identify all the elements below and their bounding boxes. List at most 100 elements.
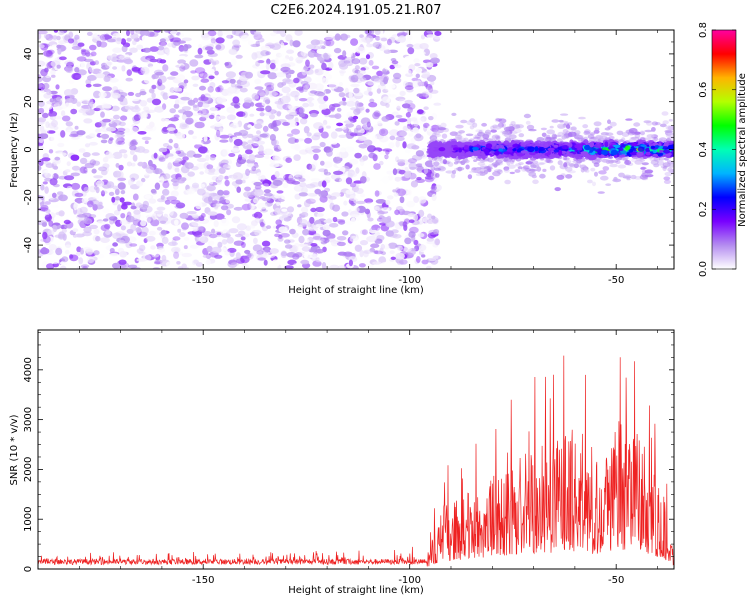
heatmap-noise-cell bbox=[307, 193, 318, 197]
heatmap-noise-cell bbox=[136, 44, 144, 50]
heatmap-noise-cell bbox=[292, 263, 299, 269]
heatmap-noise-cell bbox=[96, 40, 102, 48]
heatmap-noise-cell bbox=[434, 238, 441, 246]
heatmap-noise-cell bbox=[183, 245, 188, 250]
heatmap-noise-cell bbox=[413, 196, 419, 203]
heatmap-halo-cell bbox=[539, 162, 546, 165]
heatmap-noise-cell bbox=[266, 58, 271, 65]
heatmap-noise-cell bbox=[298, 98, 308, 102]
heatmap-noise-cell bbox=[402, 125, 408, 132]
heatmap-noise-cell bbox=[153, 152, 158, 159]
heatmap-noise-cell bbox=[404, 55, 413, 62]
heatmap-noise-cell bbox=[398, 169, 406, 175]
heatmap-noise-cell bbox=[166, 127, 176, 131]
heatmap-noise-cell bbox=[411, 145, 420, 150]
heatmap-noise-cell bbox=[189, 59, 199, 67]
heatmap-noise-cell bbox=[251, 166, 257, 172]
heatmap-noise-cell bbox=[60, 265, 67, 269]
heatmap-noise-cell bbox=[270, 43, 281, 50]
heatmap-noise-cell bbox=[206, 49, 215, 55]
heatmap-noise-cell bbox=[348, 91, 353, 100]
heatmap-noise-cell bbox=[392, 77, 402, 84]
heatmap-noise-cell bbox=[342, 97, 346, 102]
heatmap-halo-cell bbox=[491, 134, 501, 140]
heatmap-noise-cell bbox=[358, 57, 368, 65]
heatmap-noise-cell bbox=[112, 185, 118, 190]
heatmap-noise-cell bbox=[38, 83, 44, 88]
heatmap-noise-cell bbox=[201, 40, 212, 46]
heatmap-noise-cell bbox=[254, 229, 262, 236]
heatmap-noise-cell bbox=[183, 79, 189, 84]
heatmap-noise-cell bbox=[402, 221, 408, 228]
heatmap-noise-cell bbox=[378, 135, 389, 143]
heatmap-halo-cell bbox=[663, 179, 671, 184]
heatmap-noise-cell bbox=[178, 160, 186, 165]
heatmap-noise-cell bbox=[218, 167, 226, 174]
heatmap-halo-cell bbox=[467, 174, 473, 180]
heatmap-noise-cell bbox=[106, 47, 113, 53]
heatmap-noise-cell bbox=[192, 104, 198, 108]
heatmap-noise-cell bbox=[99, 33, 110, 41]
heatmap-noise-cell bbox=[228, 153, 236, 157]
heatmap-halo-cell bbox=[593, 137, 599, 142]
heatmap-noise-cell bbox=[115, 163, 120, 168]
heatmap-noise-cell bbox=[174, 167, 180, 173]
heatmap-noise-cell bbox=[72, 228, 79, 233]
heatmap-noise-cell bbox=[214, 115, 221, 122]
heatmap-noise-cell bbox=[294, 143, 301, 152]
heatmap-halo-cell bbox=[578, 159, 586, 163]
heatmap-noise-cell bbox=[308, 102, 315, 107]
heatmap-noise-cell bbox=[413, 119, 419, 127]
heatmap-noise-cell bbox=[162, 92, 169, 100]
heatmap-noise-cell bbox=[274, 233, 281, 238]
heatmap-noise-cell bbox=[133, 114, 141, 121]
heatmap-noise-cell bbox=[133, 209, 141, 215]
heatmap-noise-cell bbox=[397, 118, 408, 123]
heatmap-noise-cell bbox=[108, 216, 118, 221]
heatmap-noise-cell bbox=[256, 250, 264, 255]
heatmap-noise-cell bbox=[263, 259, 268, 266]
heatmap-noise-cell bbox=[359, 34, 364, 38]
heatmap-noise-cell bbox=[64, 60, 75, 66]
heatmap-noise-cell bbox=[76, 200, 82, 204]
heatmap-noise-cell bbox=[259, 112, 265, 117]
heatmap-noise-cell bbox=[139, 100, 148, 107]
heatmap-noise-cell bbox=[120, 115, 128, 121]
heatmap-noise-cell bbox=[105, 230, 111, 235]
heatmap-noise-cell bbox=[375, 44, 382, 49]
heatmap-noise-cell bbox=[407, 106, 413, 114]
heatmap-noise-cell bbox=[55, 96, 62, 102]
heatmap-noise-cell bbox=[127, 264, 138, 269]
heatmap-noise-cell bbox=[394, 64, 402, 68]
heatmap-noise-cell bbox=[333, 157, 342, 164]
heatmap-noise-cell bbox=[371, 224, 381, 232]
heatmap-halo-cell bbox=[631, 158, 638, 163]
heatmap-noise-cell bbox=[215, 37, 225, 44]
heatmap-noise-cell bbox=[179, 212, 189, 219]
heatmap-noise-cell bbox=[218, 127, 224, 133]
heatmap-halo-cell bbox=[542, 168, 547, 172]
heatmap-noise-cell bbox=[266, 225, 272, 230]
heatmap-noise-cell bbox=[254, 86, 264, 90]
heatmap-noise-cell bbox=[406, 34, 413, 41]
heatmap-noise-cell bbox=[295, 210, 303, 214]
heatmap-noise-cell bbox=[224, 179, 230, 187]
heatmap-noise-cell bbox=[408, 231, 416, 238]
heatmap-noise-cell bbox=[209, 107, 218, 112]
heatmap-noise-cell bbox=[281, 251, 287, 257]
heatmap-noise-cell bbox=[339, 69, 346, 74]
heatmap-noise-cell bbox=[127, 91, 135, 96]
heatmap-noise-cell bbox=[169, 117, 179, 122]
heatmap-noise-cell bbox=[180, 96, 190, 101]
heatmap-noise-cell bbox=[54, 234, 65, 238]
heatmap-noise-cell bbox=[299, 87, 305, 93]
heatmap-noise-cell bbox=[141, 177, 146, 183]
heatmap-halo-cell bbox=[514, 169, 521, 173]
heatmap-halo-cell bbox=[453, 161, 459, 165]
heatmap-halo-cell bbox=[508, 134, 517, 140]
heatmap-noise-cell bbox=[296, 75, 301, 82]
heatmap-noise-cell bbox=[366, 43, 373, 48]
heatmap-noise-cell bbox=[196, 157, 207, 163]
heatmap-noise-cell bbox=[38, 33, 42, 40]
heatmap-noise-cell bbox=[406, 189, 412, 196]
